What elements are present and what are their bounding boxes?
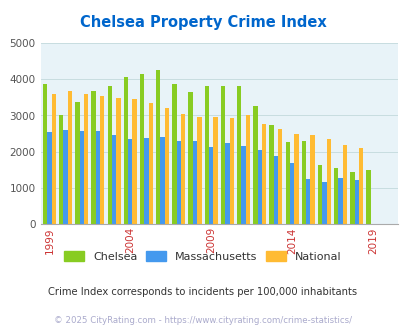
Bar — [47, 132, 51, 224]
Bar — [273, 156, 277, 224]
Bar — [285, 142, 289, 224]
Bar — [172, 84, 176, 224]
Bar — [289, 163, 294, 224]
Bar — [237, 86, 241, 224]
Bar — [269, 124, 273, 224]
Bar — [204, 86, 209, 224]
Bar — [160, 137, 164, 224]
Bar — [188, 92, 192, 224]
Bar — [51, 94, 56, 224]
Bar — [140, 75, 144, 224]
Bar — [84, 94, 88, 224]
Bar — [63, 130, 68, 224]
Bar — [112, 135, 116, 224]
Bar — [358, 148, 362, 224]
Bar — [181, 114, 185, 224]
Bar — [338, 178, 342, 224]
Bar — [326, 139, 330, 224]
Bar — [322, 182, 326, 224]
Bar — [128, 140, 132, 224]
Bar — [342, 145, 346, 224]
Bar — [261, 124, 266, 224]
Bar — [176, 141, 181, 224]
Text: © 2025 CityRating.com - https://www.cityrating.com/crime-statistics/: © 2025 CityRating.com - https://www.city… — [54, 316, 351, 325]
Bar — [197, 117, 201, 224]
Bar — [107, 86, 112, 224]
Bar — [225, 144, 229, 224]
Bar — [257, 149, 261, 224]
Bar — [350, 172, 354, 224]
Bar — [209, 147, 213, 224]
Bar — [277, 129, 282, 224]
Bar — [245, 115, 249, 224]
Bar — [132, 99, 136, 224]
Bar — [100, 95, 104, 224]
Bar — [192, 141, 197, 224]
Legend: Chelsea, Massachusetts, National: Chelsea, Massachusetts, National — [61, 248, 344, 265]
Text: Crime Index corresponds to incidents per 100,000 inhabitants: Crime Index corresponds to incidents per… — [48, 287, 357, 297]
Text: Chelsea Property Crime Index: Chelsea Property Crime Index — [79, 15, 326, 30]
Bar — [116, 98, 120, 224]
Bar — [354, 180, 358, 224]
Bar — [241, 147, 245, 224]
Bar — [75, 102, 79, 224]
Bar — [333, 168, 338, 224]
Bar — [164, 108, 169, 224]
Bar — [156, 70, 160, 224]
Bar — [144, 138, 148, 224]
Bar — [220, 86, 225, 224]
Bar — [148, 103, 153, 224]
Bar — [43, 83, 47, 224]
Bar — [305, 179, 310, 224]
Bar — [96, 131, 100, 224]
Bar — [252, 106, 257, 224]
Bar — [317, 165, 322, 224]
Bar — [124, 77, 128, 224]
Bar — [229, 118, 233, 224]
Bar — [79, 131, 84, 224]
Bar — [91, 91, 96, 224]
Bar — [294, 134, 298, 224]
Bar — [59, 115, 63, 224]
Bar — [68, 91, 72, 224]
Bar — [213, 117, 217, 224]
Bar — [301, 141, 305, 224]
Bar — [365, 170, 370, 224]
Bar — [310, 135, 314, 224]
